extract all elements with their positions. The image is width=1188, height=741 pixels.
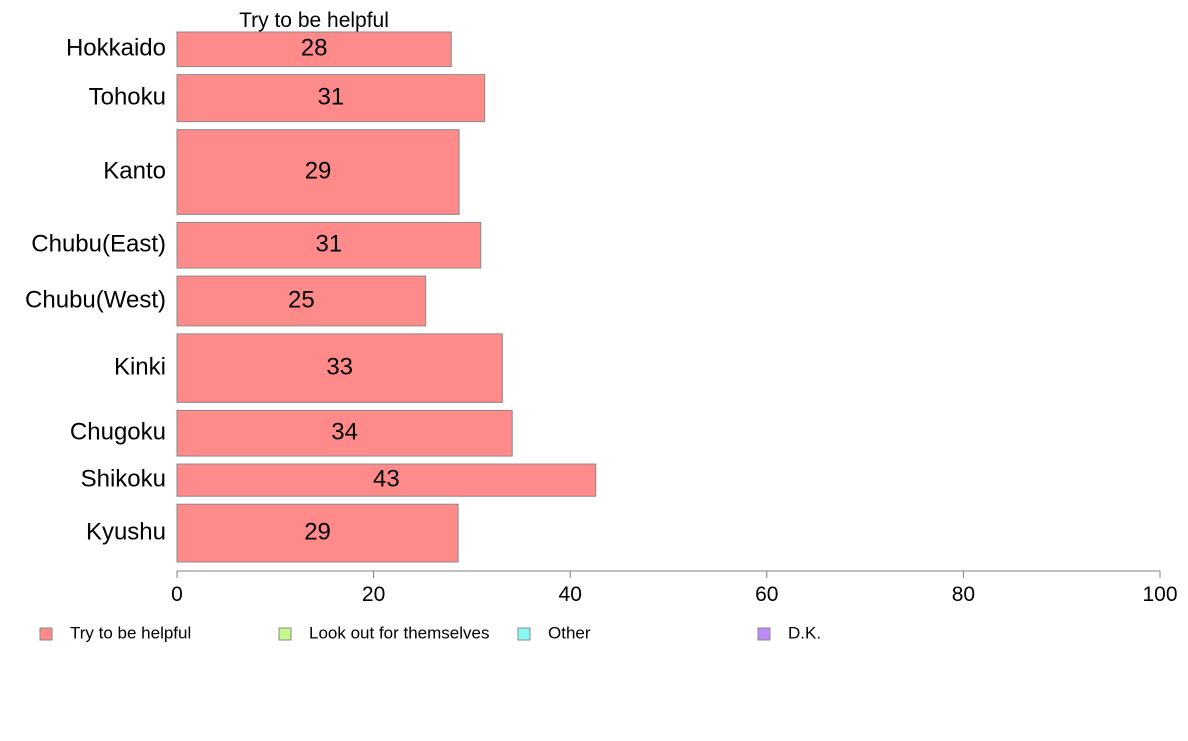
legend-label: Try to be helpful xyxy=(70,623,191,642)
legend-swatch xyxy=(517,627,531,641)
bar-value-label: 28 xyxy=(301,35,328,62)
category-label: Chubu(East) xyxy=(31,231,166,258)
legend-swatch xyxy=(39,627,53,641)
bar-segment xyxy=(176,333,503,403)
category-label: Kinki xyxy=(114,353,166,380)
category-label: Shikoku xyxy=(81,465,166,492)
bar-segment xyxy=(176,409,513,457)
bars-layer: 28 31 29 31 25 33 34 43 29 xyxy=(176,31,597,563)
bar-value-label: 33 xyxy=(326,353,353,380)
bar-segment xyxy=(176,463,597,497)
bar-segment xyxy=(176,129,460,215)
x-tick-label: 0 xyxy=(171,583,183,606)
x-tick-label: 20 xyxy=(362,583,385,606)
bar-segment xyxy=(176,221,482,269)
legend: Try to be helpful Look out for themselves… xyxy=(39,623,821,642)
category-label: Hokkaido xyxy=(66,35,166,62)
bar-value-label: 25 xyxy=(288,286,315,313)
chart-title: Try to be helpful xyxy=(239,9,389,32)
bar-value-label: 43 xyxy=(373,465,400,492)
category-label: Chugoku xyxy=(70,419,166,446)
bar-segment xyxy=(176,275,427,327)
category-label: Kyushu xyxy=(86,518,166,545)
category-label: Tohoku xyxy=(89,83,166,110)
legend-label: Look out for themselves xyxy=(309,623,489,642)
x-tick-label: 60 xyxy=(755,583,778,606)
bar-segment xyxy=(176,31,452,68)
legend-swatch xyxy=(278,627,292,641)
legend-label: Other xyxy=(548,623,591,642)
bar-value-label: 29 xyxy=(304,518,331,545)
bar-value-label: 29 xyxy=(305,157,332,184)
legend-label: D.K. xyxy=(788,623,821,642)
x-tick-label: 40 xyxy=(559,583,582,606)
category-label: Kanto xyxy=(103,157,166,184)
bar-value-label: 31 xyxy=(317,83,344,110)
x-axis: 0 20 40 60 80 100 xyxy=(171,570,1178,606)
category-labels: Hokkaido Tohoku Kanto Chubu(East) Chubu(West… xyxy=(25,35,166,546)
bar-segment xyxy=(176,74,486,123)
bar-value-label: 34 xyxy=(331,419,358,446)
bar-segment xyxy=(176,503,459,563)
bar-value-label: 31 xyxy=(316,231,343,258)
legend-swatch xyxy=(757,627,771,641)
x-tick-label: 100 xyxy=(1142,583,1177,606)
x-tick-label: 80 xyxy=(952,583,975,606)
category-label: Chubu(West) xyxy=(25,286,166,313)
